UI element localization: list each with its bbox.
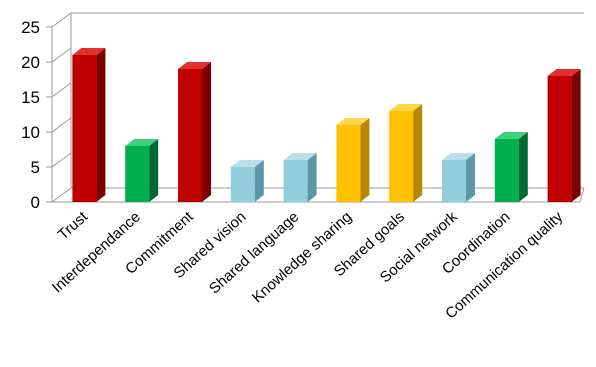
bar-top-face [283, 153, 317, 160]
x-tick-label: Interdependance [49, 208, 144, 296]
x-tick-label: Trust [55, 208, 92, 244]
y-tick-diagonal [51, 82, 72, 98]
y-tick-diagonal [51, 187, 72, 203]
y-tick-label: 5 [31, 158, 40, 177]
y-tick-diagonal [51, 47, 72, 63]
bar-top-face [336, 118, 370, 125]
bar-top-face [72, 48, 106, 55]
bar-front-face [336, 125, 361, 202]
y-axis-ticks: 0 5 10 15 20 25 [21, 12, 72, 212]
bar-front-face [72, 55, 97, 202]
bar-side-face [518, 132, 528, 202]
bar-side-face [571, 69, 581, 202]
bar-front-face [494, 139, 519, 202]
y-tick-diagonal [51, 117, 72, 133]
bar-side-face [202, 62, 211, 202]
bars [72, 48, 581, 202]
bar-front-face [389, 111, 414, 202]
bar-side-face [96, 48, 106, 202]
x-tick-label: Shared language [206, 208, 302, 297]
floor-right-edge [579, 187, 585, 203]
y-tick-label: 20 [21, 53, 40, 72]
bar [230, 160, 264, 202]
bar-side-face [149, 139, 159, 202]
y-tick-label: 15 [21, 88, 40, 107]
bar-top-face [547, 69, 581, 76]
bar-front-face [178, 69, 202, 202]
bar [283, 153, 317, 202]
bar-top-face [178, 62, 211, 69]
y-tick-label: 25 [21, 18, 40, 37]
bar [442, 153, 475, 202]
bar-side-face [360, 118, 370, 202]
bar-front-face [283, 160, 308, 202]
x-tick-label: Knowledge sharing [249, 208, 355, 306]
bar-side-face [254, 160, 264, 202]
bar [547, 69, 581, 202]
bar [178, 62, 211, 202]
bar [125, 139, 159, 202]
bar-top-face [125, 139, 159, 146]
y-tick-diagonal [51, 12, 72, 28]
y-tick-diagonal [51, 152, 72, 168]
bar-side-face [413, 104, 423, 202]
bar-side-face [466, 153, 475, 202]
bar [72, 48, 106, 202]
bar-front-face [125, 146, 150, 202]
bar-top-face [389, 104, 423, 111]
bar-top-face [494, 132, 528, 139]
bar [389, 104, 423, 202]
bar-front-face [230, 167, 255, 202]
bar [336, 118, 370, 202]
bar-top-face [442, 153, 475, 160]
y-tick-label: 0 [31, 193, 40, 212]
bar-front-face [547, 76, 572, 202]
bar-top-face [230, 160, 264, 167]
bar [494, 132, 528, 202]
y-tick-label: 10 [21, 123, 40, 142]
bar-side-face [307, 153, 317, 202]
bar-front-face [442, 160, 466, 202]
